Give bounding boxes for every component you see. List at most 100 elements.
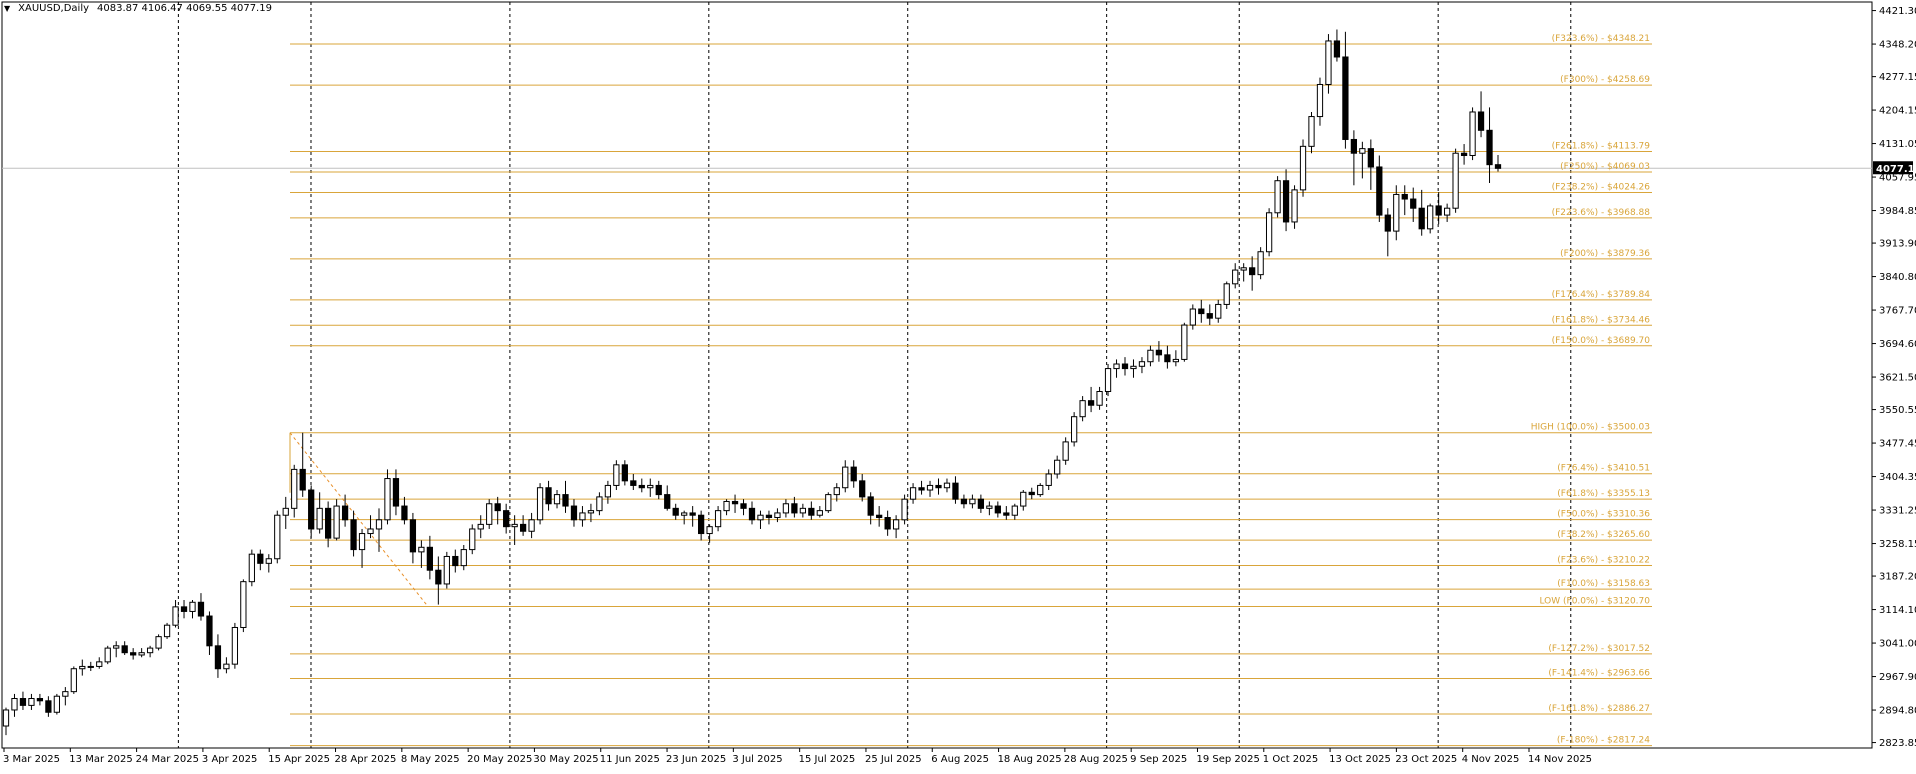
candle-up bbox=[901, 498, 908, 521]
candle-up bbox=[53, 695, 60, 713]
trend-lines bbox=[289, 432, 429, 607]
candle-up bbox=[1452, 152, 1459, 209]
candle-up bbox=[774, 512, 781, 519]
candle-down bbox=[1350, 138, 1358, 154]
candle-down bbox=[731, 500, 739, 505]
time-label: 28 Aug 2025 bbox=[1064, 754, 1128, 765]
fib-level-label: (F250%) - $4069.03 bbox=[1560, 162, 1650, 172]
candle-down bbox=[409, 519, 417, 553]
candle-down bbox=[876, 514, 883, 519]
candle-up bbox=[1427, 205, 1434, 230]
fib-level-label: (F-141.4%) - $2963.66 bbox=[1548, 669, 1650, 679]
candle-down bbox=[672, 507, 679, 516]
price-label: 3404.35 bbox=[1879, 472, 1916, 483]
candle-up bbox=[62, 691, 69, 697]
price-label: 4057.95 bbox=[1879, 173, 1916, 184]
candle-up bbox=[316, 507, 323, 530]
time-label: 4 Nov 2025 bbox=[1462, 754, 1520, 765]
candle-down bbox=[503, 510, 510, 528]
candle-up bbox=[892, 519, 900, 530]
candle-up bbox=[460, 549, 467, 567]
candle-up bbox=[714, 510, 722, 528]
candle-down bbox=[452, 555, 459, 567]
price-label: 3767.70 bbox=[1879, 306, 1916, 317]
candle-down bbox=[1028, 491, 1035, 496]
fib-level-label: (F-127.2%) - $3017.52 bbox=[1548, 644, 1650, 654]
price-label: 4277.15 bbox=[1879, 72, 1916, 83]
price-label: 3984.85 bbox=[1879, 206, 1916, 217]
candle-down bbox=[977, 498, 985, 509]
candle-down bbox=[214, 645, 222, 670]
candle-up bbox=[1291, 189, 1298, 223]
candle-up bbox=[223, 663, 230, 670]
candle-down bbox=[1486, 129, 1493, 166]
time-label: 9 Sep 2025 bbox=[1130, 754, 1187, 765]
candle-up bbox=[1147, 349, 1154, 363]
candle-up bbox=[367, 528, 374, 535]
candle-down bbox=[621, 464, 628, 482]
candle-up bbox=[113, 645, 120, 649]
candle-down bbox=[308, 489, 315, 530]
candle-up bbox=[723, 500, 730, 512]
fib-level-label: (F50.0%) - $3310.36 bbox=[1557, 510, 1650, 520]
time-label: 13 Mar 2025 bbox=[69, 754, 132, 765]
candle-up bbox=[87, 665, 94, 668]
candle-up bbox=[1265, 212, 1273, 253]
candle-down bbox=[1206, 313, 1213, 319]
price-label: 3258.15 bbox=[1879, 539, 1916, 550]
fib-level-label: (F76.4%) - $3410.51 bbox=[1557, 464, 1650, 474]
candle-up bbox=[28, 698, 35, 706]
fib-level-label: (F238.2%) - $4024.26 bbox=[1552, 183, 1651, 193]
candle-up bbox=[909, 487, 917, 500]
time-label: 25 Jul 2025 bbox=[865, 754, 922, 765]
candle-down bbox=[1087, 400, 1095, 406]
candle-up bbox=[104, 647, 111, 663]
candle-down bbox=[325, 507, 332, 539]
candle-up bbox=[1316, 83, 1324, 118]
candle-up bbox=[231, 626, 239, 665]
candle-up bbox=[681, 512, 688, 516]
candles bbox=[2, 29, 1502, 736]
current-price-tag bbox=[1873, 161, 1913, 175]
candle-up bbox=[291, 468, 298, 509]
candle-down bbox=[655, 484, 662, 496]
triangle-down-icon[interactable]: ▼ bbox=[4, 4, 11, 13]
candle-down bbox=[299, 468, 306, 491]
fib-level-label: (F61.8%) - $3355.13 bbox=[1557, 489, 1650, 499]
candle-up bbox=[782, 503, 790, 514]
time-label: 19 Sep 2025 bbox=[1196, 754, 1259, 765]
time-label: 23 Jun 2025 bbox=[666, 754, 726, 765]
price-label: 3621.50 bbox=[1879, 373, 1916, 384]
candle-up bbox=[138, 652, 145, 656]
time-label: 28 Apr 2025 bbox=[335, 754, 397, 765]
candle-up bbox=[96, 661, 103, 667]
symbol-label: XAUUSD,Daily bbox=[18, 3, 90, 14]
candle-up bbox=[1054, 459, 1061, 475]
time-label: 23 Oct 2025 bbox=[1395, 754, 1457, 765]
ohlc-readout: 4083.87 4106.47 4069.55 4077.19 bbox=[97, 3, 272, 14]
current-price-label: 4077.19 bbox=[1876, 164, 1916, 175]
candle-up bbox=[528, 519, 535, 532]
candle-up bbox=[1181, 324, 1188, 360]
time-label: 3 Jul 2025 bbox=[732, 754, 782, 765]
candle-down bbox=[698, 514, 705, 535]
fib-level-label: (F176.4%) - $3789.84 bbox=[1552, 290, 1651, 300]
candle-down bbox=[1367, 148, 1374, 168]
candle-up bbox=[189, 601, 196, 612]
candle-down bbox=[1384, 214, 1391, 232]
candle-up bbox=[969, 498, 976, 505]
fib-level-label: (F150.0%) - $3689.70 bbox=[1552, 336, 1651, 346]
time-label: 14 Nov 2025 bbox=[1528, 754, 1592, 765]
candle-up bbox=[1062, 441, 1069, 461]
candle-down bbox=[180, 606, 188, 612]
candle-down bbox=[206, 615, 213, 647]
candle-up bbox=[579, 512, 586, 521]
time-label: 24 Mar 2025 bbox=[136, 754, 199, 765]
candle-up bbox=[1308, 116, 1315, 147]
fib-trend-line bbox=[289, 432, 429, 607]
candle-up bbox=[1189, 308, 1196, 326]
candle-up bbox=[1469, 111, 1476, 157]
candle-up bbox=[240, 581, 247, 628]
